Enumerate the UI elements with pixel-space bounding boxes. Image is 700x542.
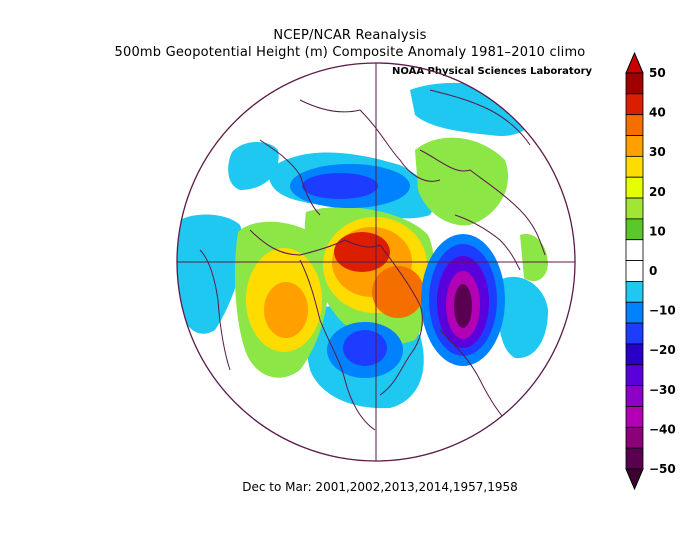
colorbar-tick-label: −50 [649, 462, 676, 476]
coastlines [199, 89, 546, 431]
colorbar-swatch [625, 406, 644, 428]
colorbar-tick-label: −40 [649, 422, 676, 436]
colorbar-tick-label: 30 [649, 145, 666, 159]
anomaly-field [177, 82, 548, 431]
colorbar-swatch [625, 93, 644, 116]
colorbar-tick-label: 20 [649, 185, 666, 199]
colorbar-swatch [625, 322, 644, 345]
anomaly-patch-maroon-e [454, 284, 472, 328]
colorbar-swatch [625, 260, 644, 282]
colorbar-tick-label: 40 [649, 106, 666, 120]
colorbar-bottom-arrow [625, 468, 644, 491]
colorbar-swatch [625, 155, 644, 178]
colorbar-tick-label: −10 [649, 304, 676, 318]
colorbar-swatch [625, 135, 644, 157]
colorbar-tick-label: −20 [649, 343, 676, 357]
map-boundary [176, 62, 576, 462]
colorbar-swatch [625, 343, 644, 366]
footer-caption: Dec to Mar: 2001,2002,2013,2014,1957,195… [242, 480, 518, 494]
colorbar-swatch [625, 239, 644, 261]
colorbar-top-arrow [625, 51, 644, 74]
colorbar-swatch [625, 447, 644, 470]
colorbar-swatch [625, 218, 644, 241]
colorbar-swatch [625, 114, 644, 136]
colorbar-swatch [625, 72, 644, 95]
colorbar-swatch [625, 426, 644, 449]
colorbar-swatch [625, 301, 644, 324]
colorbar-swatch [625, 385, 644, 407]
colorbar-swatch [625, 176, 644, 199]
chart-title: NCEP/NCAR Reanalysis [273, 28, 427, 43]
colorbar-tick-label: 10 [649, 224, 666, 238]
colorbar-swatch [625, 197, 644, 220]
anomaly-patch-orange-w [264, 282, 308, 338]
colorbar-swatch [625, 281, 644, 303]
colorbar-tick-label: 0 [649, 264, 657, 278]
anomaly-patch-green-e [520, 234, 548, 282]
colorbar-tick-label: 50 [649, 66, 666, 80]
anomaly-patch-blue-nw [228, 142, 279, 190]
credit-label: NOAA Physical Sciences Laboratory [392, 66, 593, 77]
colorbar-swatch [625, 364, 644, 387]
anomaly-patch-blue-w [177, 214, 244, 334]
anomaly-patch-blue-east [498, 276, 548, 359]
colorbar-tick-label: −30 [649, 383, 676, 397]
anomaly-patch-blue-n2 [302, 173, 378, 199]
anomaly-patch-orange-c2 [372, 266, 424, 318]
chart-subtitle: 500mb Geopotential Height (m) Composite … [114, 45, 586, 60]
anomaly-patch-green-ne [415, 137, 509, 226]
